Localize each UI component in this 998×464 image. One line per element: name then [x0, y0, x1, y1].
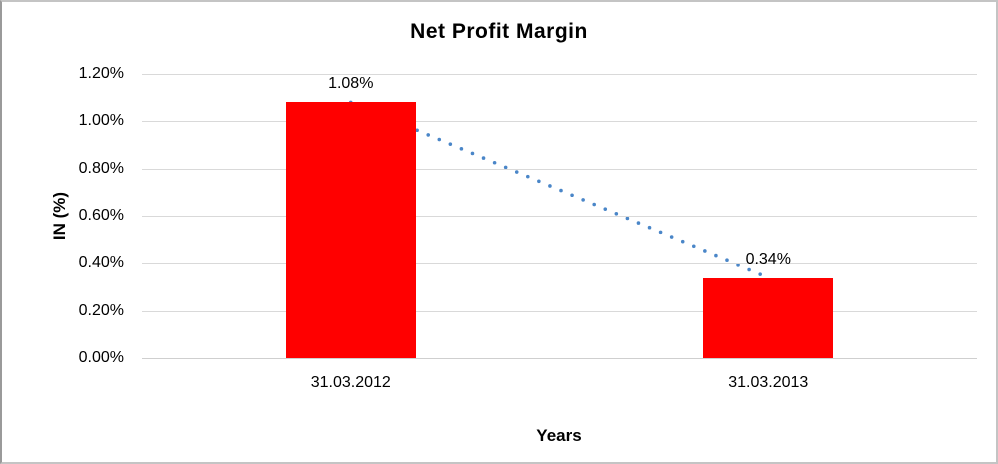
y-tick-label: 0.20%	[78, 301, 124, 319]
y-tick-label: 0.40%	[78, 254, 124, 272]
gridline	[142, 74, 977, 75]
gridline	[142, 121, 977, 123]
y-tick-label: 1.20%	[78, 65, 124, 82]
bar-31.03.2012	[285, 102, 416, 358]
gridline	[142, 216, 977, 217]
gridline	[142, 310, 977, 312]
x-axis-title: Years	[536, 426, 582, 445]
gridline	[142, 168, 977, 170]
y-tick-label: 0.00%	[78, 349, 124, 366]
bar-31.03.2013	[703, 277, 834, 358]
gridline	[142, 358, 977, 359]
gridline	[142, 263, 977, 265]
y-tick-label: 0.80%	[78, 159, 124, 177]
x-tick-label: 31.03.2012	[310, 374, 391, 391]
y-tick-label: 0.60%	[78, 207, 124, 224]
chart-title: Net Profit Margin	[410, 20, 588, 43]
x-tick-label: 31.03.2013	[728, 374, 809, 391]
bar-value-label: 0.34%	[745, 250, 791, 268]
y-tick-label: 1.00%	[78, 112, 124, 130]
bar-value-label: 1.08%	[328, 75, 374, 93]
